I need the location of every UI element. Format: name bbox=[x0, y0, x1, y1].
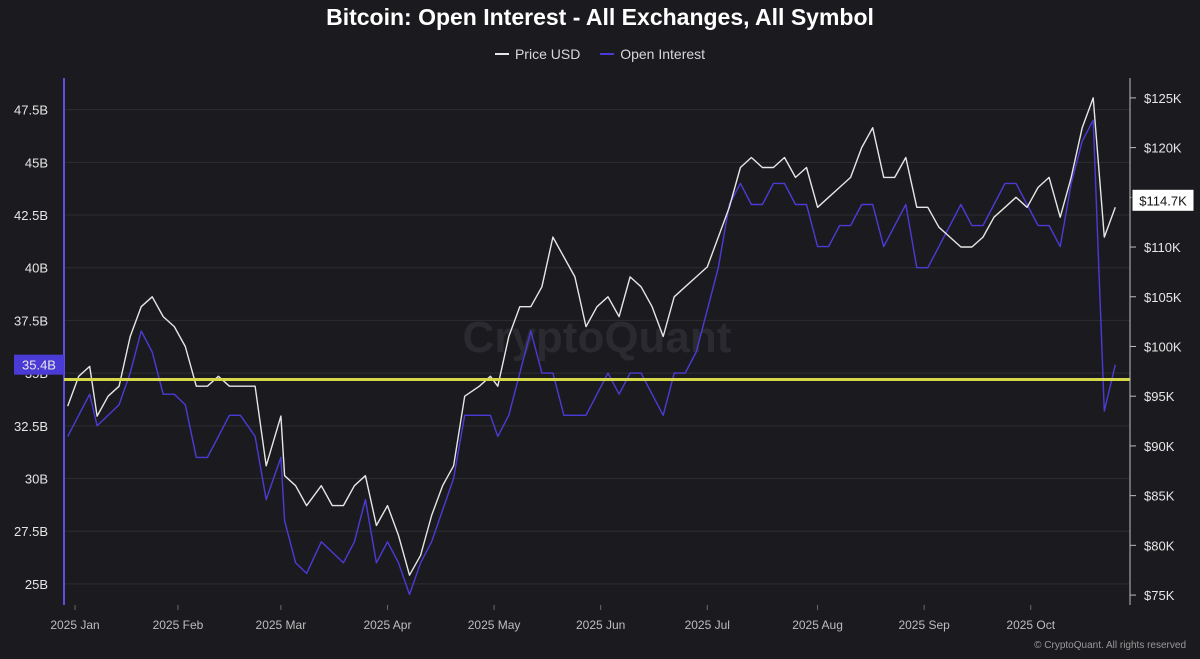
left-tick-label: 25B bbox=[25, 577, 48, 592]
current-oi-label: 35.4B bbox=[22, 358, 56, 373]
right-tick-label: $75K bbox=[1144, 588, 1175, 603]
right-tick-label: $95K bbox=[1144, 389, 1175, 404]
x-tick-label: 2025 Oct bbox=[1006, 618, 1055, 632]
current-price-badge bbox=[1131, 188, 1195, 212]
x-tick-label: 2025 Jul bbox=[685, 618, 730, 632]
right-tick-label: $100K bbox=[1144, 339, 1182, 354]
right-tick-label: $105K bbox=[1144, 290, 1182, 305]
right-tick-label: $110K bbox=[1144, 240, 1181, 255]
x-tick-label: 2025 Sep bbox=[898, 618, 950, 632]
x-tick-label: 2025 Mar bbox=[256, 618, 307, 632]
open-interest-line bbox=[67, 119, 1116, 596]
right-tick-label: $125K bbox=[1144, 91, 1182, 106]
current-oi-badge bbox=[14, 354, 64, 375]
left-tick-label: 40B bbox=[25, 261, 48, 276]
legend: Price USD Open Interest bbox=[0, 42, 1200, 62]
left-tick-label: 27.5B bbox=[14, 524, 48, 539]
left-tick-label: 32.5B bbox=[14, 419, 48, 434]
right-tick-label: $85K bbox=[1144, 489, 1175, 504]
legend-item-price[interactable]: Price USD bbox=[494, 46, 581, 62]
price-line bbox=[67, 97, 1116, 576]
legend-label-oi: Open Interest bbox=[620, 46, 706, 62]
x-tick-label: 2025 May bbox=[468, 618, 521, 632]
watermark-text: CryptoQuant bbox=[463, 313, 732, 362]
right-tick-label: $80K bbox=[1144, 538, 1175, 553]
left-tick-label: 47.5B bbox=[14, 103, 48, 118]
copyright-text: © CryptoQuant. All rights reserved bbox=[1034, 640, 1186, 651]
oi-swatch-icon bbox=[600, 53, 615, 55]
legend-label-price: Price USD bbox=[514, 46, 581, 62]
x-tick-label: 2025 Apr bbox=[363, 618, 411, 632]
right-tick-label: $90K bbox=[1144, 439, 1175, 454]
right-tick-label: $120K bbox=[1144, 141, 1182, 156]
x-tick-label: 2025 Jun bbox=[576, 618, 625, 632]
x-tick-label: 2025 Feb bbox=[153, 618, 204, 632]
x-tick-label: 2025 Jan bbox=[50, 618, 99, 632]
chart-title: Bitcoin: Open Interest - All Exchanges, … bbox=[326, 4, 874, 30]
left-tick-label: 45B bbox=[25, 155, 48, 170]
left-tick-label: 37.5B bbox=[14, 313, 48, 328]
price-swatch-icon bbox=[494, 53, 509, 55]
current-price-label: $114.7K bbox=[1139, 193, 1187, 208]
x-tick-label: 2025 Aug bbox=[792, 618, 843, 632]
left-tick-label: 30B bbox=[25, 472, 48, 487]
legend-item-oi[interactable]: Open Interest bbox=[600, 46, 705, 62]
left-tick-label: 42.5B bbox=[14, 208, 48, 223]
